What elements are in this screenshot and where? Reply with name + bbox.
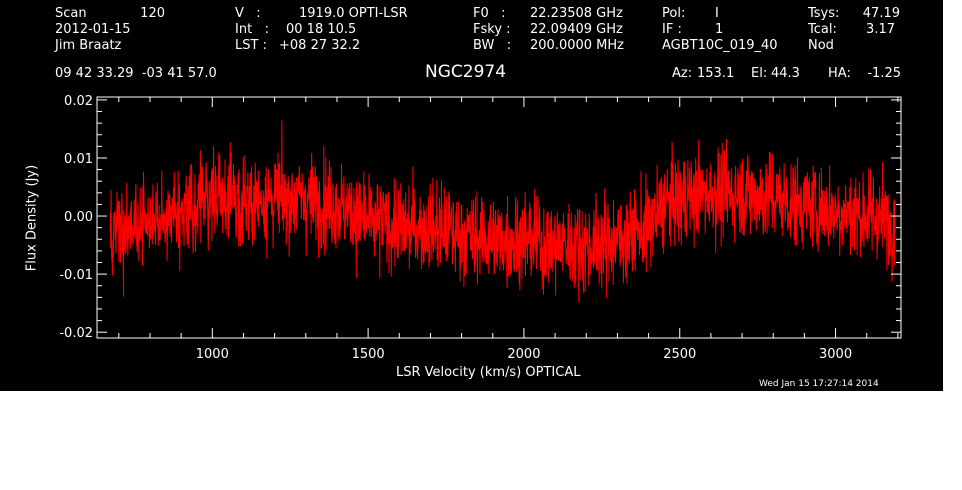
lst-label: LST : [235,38,267,53]
spectrum-line [109,120,896,303]
f0-label: F0 : [473,6,506,21]
x-tick-label: 2000 [507,347,540,362]
observer-name: Jim Braatz [55,38,122,53]
fsky-value: 22.09409 GHz [530,22,623,37]
bw-label: BW : [473,38,512,53]
velocity-label: V : [235,6,261,21]
el-label: El: [751,66,768,81]
y-tick-label: -0.02 [59,326,93,341]
tcal-value: 3.17 [866,22,895,37]
x-tick-label: 1500 [352,347,385,362]
obs-date: 2012-01-15 [55,22,131,37]
spectrum-chart: 1000 1500 2000 2500 3000 -0.02 -0.01 0.00 0.01 0.… [59,94,902,362]
source-name: NGC2974 [425,62,507,82]
if-value: 1 [715,22,724,37]
y-tick-label: 0.02 [64,94,93,109]
tcal-label: Tcal: [808,22,837,37]
axes: 1000 1500 2000 2500 3000 -0.02 -0.01 0.00 0.01 0.… [59,94,901,362]
ha-label: HA: [828,66,851,81]
y-axis-label: Flux Density (Jy) [24,164,40,272]
el-value: 44.3 [771,66,800,81]
lst-value: +08 27 32.2 [279,38,361,53]
scan-value: 120 [140,6,165,21]
tsys-value: 47.19 [862,6,900,21]
x-tick-label: 2500 [663,347,696,362]
plot-window: Scan 120 2012-01-15 Jim Braatz V : 1919.… [0,0,943,391]
ha-value: -1.25 [867,66,901,81]
y-tick-label: 0.01 [64,152,93,167]
int-value: 00 18 10.5 [286,22,357,37]
x-tick-label: 3000 [819,347,852,362]
int-label: Int : [235,22,269,37]
pol-value: I [715,6,719,21]
plot-frame [96,96,902,339]
plot-timestamp: Wed Jan 15 17:27:14 2014 [759,379,879,389]
az-label: Az: [672,66,693,81]
spectrum-series [109,120,896,303]
source-coords: 09 42 33.29 -03 41 57.0 [55,66,217,81]
velocity-value: 1919.0 OPTI-LSR [299,6,408,21]
if-label: IF : [662,22,682,37]
bw-value: 200.0000 MHz [530,38,624,53]
x-axis-label: LSR Velocity (km/s) OPTICAL [396,365,581,380]
az-value: 153.1 [697,66,735,81]
y-tick-label: -0.01 [59,268,93,283]
tsys-label: Tsys: [808,6,840,21]
f0-value: 22.23508 GHz [530,6,623,21]
obs-mode: Nod [808,38,834,53]
project-id: AGBT10C_019_40 [662,38,778,53]
fsky-label: Fsky : [473,22,511,37]
scan-label: Scan [55,6,87,21]
y-tick-label: 0.00 [64,210,93,225]
pol-label: Pol: [662,6,686,21]
x-tick-label: 1000 [196,347,229,362]
